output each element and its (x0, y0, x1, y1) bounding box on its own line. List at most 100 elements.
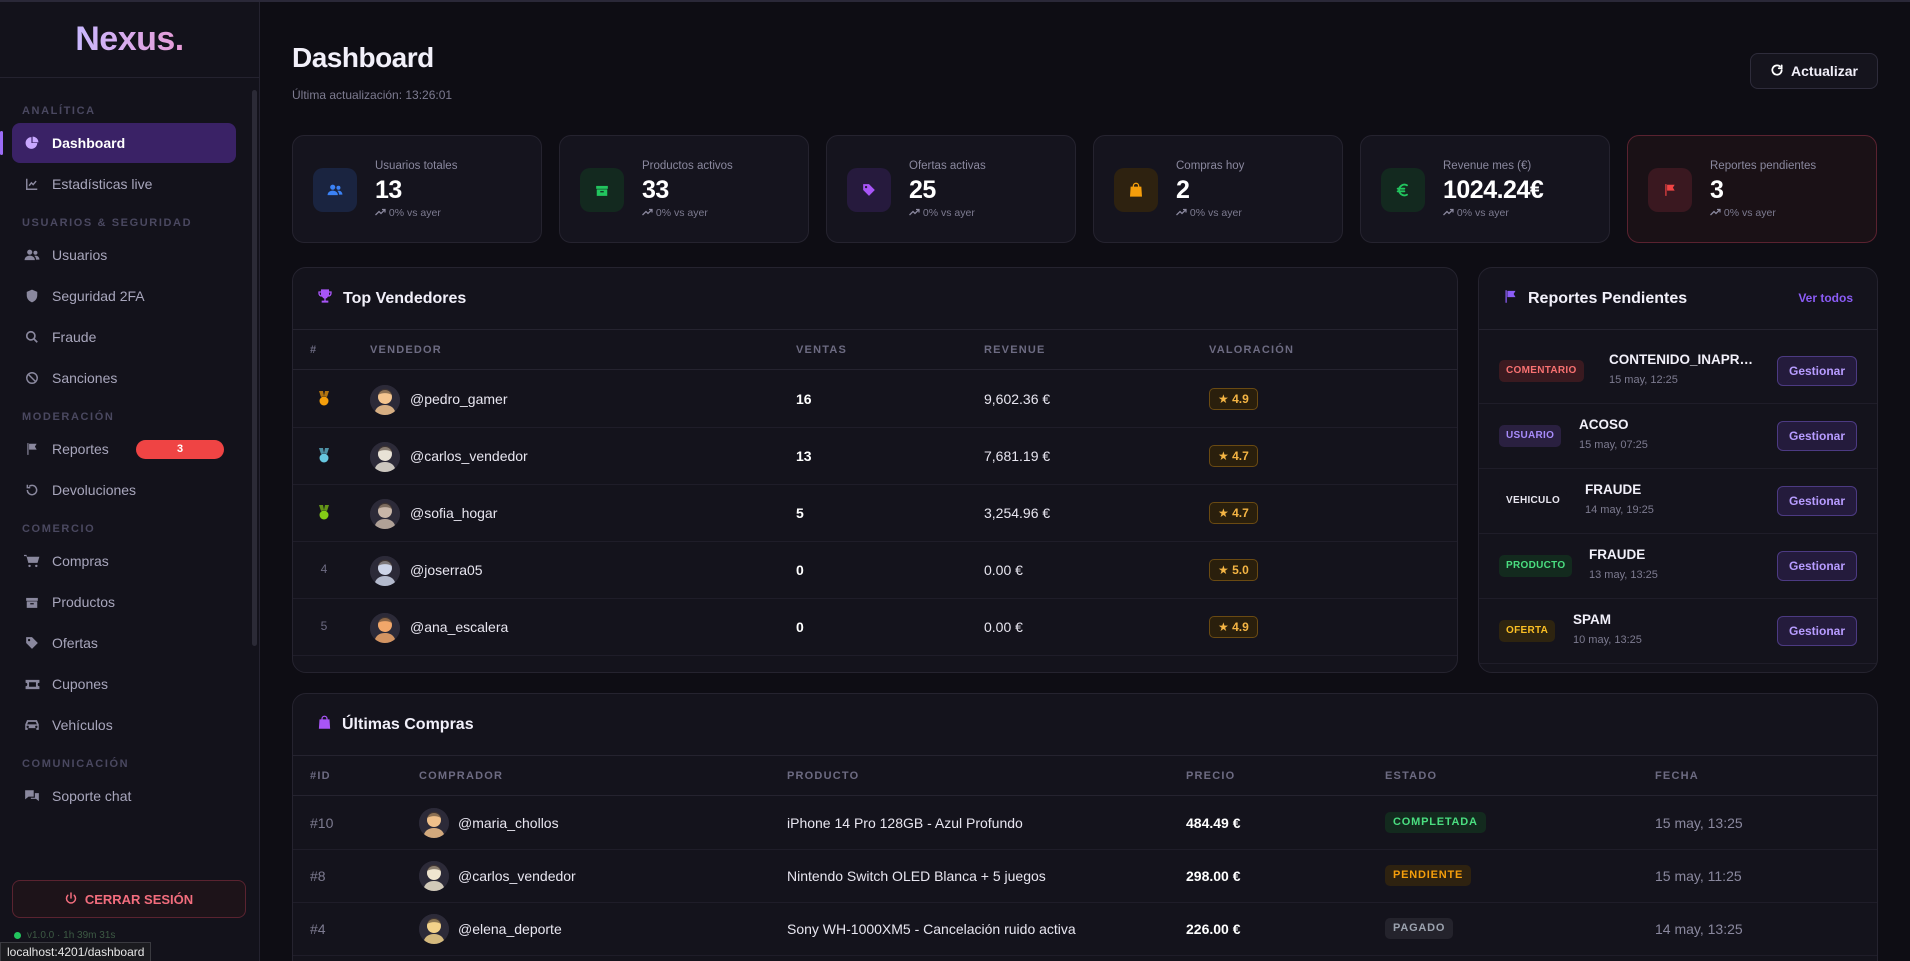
col-rating[interactable]: VALORACIÓN (1209, 344, 1295, 356)
logout-button[interactable]: CERRAR SESIÓN (12, 880, 246, 918)
report-item[interactable]: COMENTARIO CONTENIDO_INAPROPI... 15 may, 1… (1479, 339, 1877, 404)
seller-username[interactable]: @ana_escalera (410, 619, 509, 635)
trend-up-icon (375, 207, 389, 219)
manage-report-button[interactable]: Gestionar (1777, 421, 1857, 451)
product-name[interactable]: iPhone 14 Pro 128GB - Azul Profundo (787, 815, 1023, 831)
trophy-icon (317, 288, 333, 309)
power-icon (65, 891, 77, 907)
avatar (370, 499, 400, 529)
logo[interactable]: Nexus. (0, 2, 259, 78)
sidebar-item-estadisticas-live[interactable]: Estadísticas live (12, 164, 236, 204)
report-type-badge: COMENTARIO (1499, 360, 1584, 382)
seller-username[interactable]: @pedro_gamer (410, 391, 508, 407)
seller-username[interactable]: @carlos_vendedor (410, 448, 528, 464)
report-item[interactable]: OFERTA SPAM 10 may, 13:25 Gestionar (1479, 599, 1877, 664)
shopping-bag-icon (317, 715, 332, 735)
purchase-id[interactable]: #8 (310, 868, 326, 884)
col-product[interactable]: PRODUCTO (787, 770, 860, 782)
sidebar-item-reportes[interactable]: Reportes 3 (12, 429, 236, 469)
sidebar-item-cupones[interactable]: Cupones (12, 664, 236, 704)
sidebar-item-compras[interactable]: Compras (12, 541, 236, 581)
report-item[interactable]: PRODUCTO FRAUDE 13 may, 13:25 Gestionar (1479, 534, 1877, 599)
sidebar-item-label: Estadísticas live (52, 176, 153, 192)
sidebar-item-dashboard[interactable]: Dashboard (0, 123, 236, 163)
shield-icon (24, 288, 40, 304)
col-status[interactable]: ESTADO (1385, 770, 1438, 782)
tag-icon (847, 168, 891, 212)
reports-count-badge: 3 (136, 440, 224, 459)
status-badge: PAGADO (1385, 918, 1454, 939)
buyer-username[interactable]: @elena_deporte (458, 921, 562, 937)
purchase-id[interactable]: #10 (310, 815, 334, 831)
stat-card[interactable]: Usuarios totales 13 0% vs ayer (292, 135, 542, 243)
table-row[interactable]: #8 @carlos_vendedor Nintendo Switch OLED B… (293, 850, 1877, 903)
seller-username[interactable]: @joserra05 (410, 562, 483, 578)
sidebar-item-seguridad-2fa[interactable]: Seguridad 2FA (12, 276, 236, 316)
col-sales[interactable]: VENTAS (796, 344, 848, 356)
col-id[interactable]: #ID (310, 770, 331, 782)
stat-label: Productos activos (642, 160, 733, 172)
table-row[interactable]: 4 @joserra05 0 0.00 € ★ 5.0 (293, 542, 1457, 599)
table-row[interactable]: #10 @maria_chollos iPhone 14 Pro 128GB - A… (293, 797, 1877, 850)
col-revenue[interactable]: REVENUE (984, 344, 1046, 356)
report-item[interactable]: USUARIO ACOSO 15 may, 07:25 Gestionar (1479, 404, 1877, 469)
purchase-id[interactable]: #4 (310, 921, 326, 937)
card-header: Reportes Pendientes (1479, 268, 1877, 330)
stat-label: Revenue mes (€) (1443, 160, 1532, 172)
stat-card[interactable]: Productos activos 33 0% vs ayer (559, 135, 809, 243)
report-type-badge: PRODUCTO (1499, 555, 1573, 577)
report-item[interactable]: VEHICULO FRAUDE 14 may, 19:25 Gestionar (1479, 469, 1877, 534)
rating-badge: ★ 4.9 (1209, 616, 1258, 638)
nav-section-label: ANALÍTICA (22, 105, 96, 117)
sidebar-item-vehiculos[interactable]: Vehículos (12, 705, 236, 745)
refresh-button[interactable]: Actualizar (1750, 53, 1878, 89)
stat-card[interactable]: Compras hoy 2 0% vs ayer (1093, 135, 1343, 243)
manage-report-button[interactable]: Gestionar (1777, 616, 1857, 646)
stat-trend: 0% vs ayer (375, 207, 441, 219)
table-row[interactable]: 5 @ana_escalera 0 0.00 € ★ 4.9 (293, 599, 1457, 656)
report-time: 13 may, 13:25 (1589, 569, 1658, 581)
report-time: 10 may, 13:25 (1573, 634, 1642, 646)
card-title: Reportes Pendientes (1528, 289, 1688, 307)
stat-card[interactable]: Ofertas activas 25 0% vs ayer (826, 135, 1076, 243)
sidebar-item-soporte-chat[interactable]: Soporte chat (12, 776, 236, 816)
car-icon (24, 717, 40, 733)
col-buyer[interactable]: COMPRADOR (419, 770, 504, 782)
sidebar-item-fraude[interactable]: Fraude (12, 317, 236, 357)
sidebar-item-usuarios[interactable]: Usuarios (12, 235, 236, 275)
col-seller[interactable]: VENDEDOR (370, 344, 442, 356)
tag-icon (24, 635, 40, 651)
pie-chart-icon (24, 135, 40, 151)
sidebar-item-ofertas[interactable]: Ofertas (12, 623, 236, 663)
manage-report-button[interactable]: Gestionar (1777, 551, 1857, 581)
sidebar-item-devoluciones[interactable]: Devoluciones (12, 470, 236, 510)
table-row[interactable]: @pedro_gamer 16 9,602.36 € ★ 4.9 (293, 371, 1457, 428)
table-row[interactable]: @carlos_vendedor 13 7,681.19 € ★ 4.7 (293, 428, 1457, 485)
stat-card[interactable]: Revenue mes (€) 1024.24€ 0% vs ayer (1360, 135, 1610, 243)
view-all-link[interactable]: Ver todos (1798, 291, 1853, 305)
status-badge: COMPLETADA (1385, 812, 1486, 833)
seller-revenue: 7,681.19 € (984, 448, 1051, 464)
version-info: v1.0.0 · 1h 39m 31s (14, 930, 115, 941)
seller-username[interactable]: @sofia_hogar (410, 505, 498, 521)
table-row[interactable]: #4 @elena_deporte Sony WH-1000XM5 - Cancel… (293, 903, 1877, 956)
col-price[interactable]: PRECIO (1186, 770, 1236, 782)
buyer-username[interactable]: @maria_chollos (458, 815, 559, 831)
buyer-username[interactable]: @carlos_vendedor (458, 868, 576, 884)
sales-count: 0 (796, 619, 804, 635)
stat-card[interactable]: Reportes pendientes 3 0% vs ayer (1627, 135, 1877, 243)
product-name[interactable]: Sony WH-1000XM5 - Cancelación ruido acti… (787, 921, 1076, 937)
table-row[interactable]: @sofia_hogar 5 3,254.96 € ★ 4.7 (293, 485, 1457, 542)
col-date[interactable]: FECHA (1655, 770, 1699, 782)
sidebar-item-productos[interactable]: Productos (12, 582, 236, 622)
stat-trend: 0% vs ayer (642, 207, 708, 219)
stat-trend-text: 0% vs ayer (388, 207, 441, 219)
report-time: 15 may, 07:25 (1579, 439, 1648, 451)
manage-report-button[interactable]: Gestionar (1777, 486, 1857, 516)
sidebar-item-sanciones[interactable]: Sanciones (12, 358, 236, 398)
stat-trend: 0% vs ayer (1176, 207, 1242, 219)
product-name[interactable]: Nintendo Switch OLED Blanca + 5 juegos (787, 868, 1046, 884)
chat-icon (24, 788, 40, 804)
sidebar-scrollbar[interactable] (252, 90, 257, 646)
manage-report-button[interactable]: Gestionar (1777, 356, 1857, 386)
